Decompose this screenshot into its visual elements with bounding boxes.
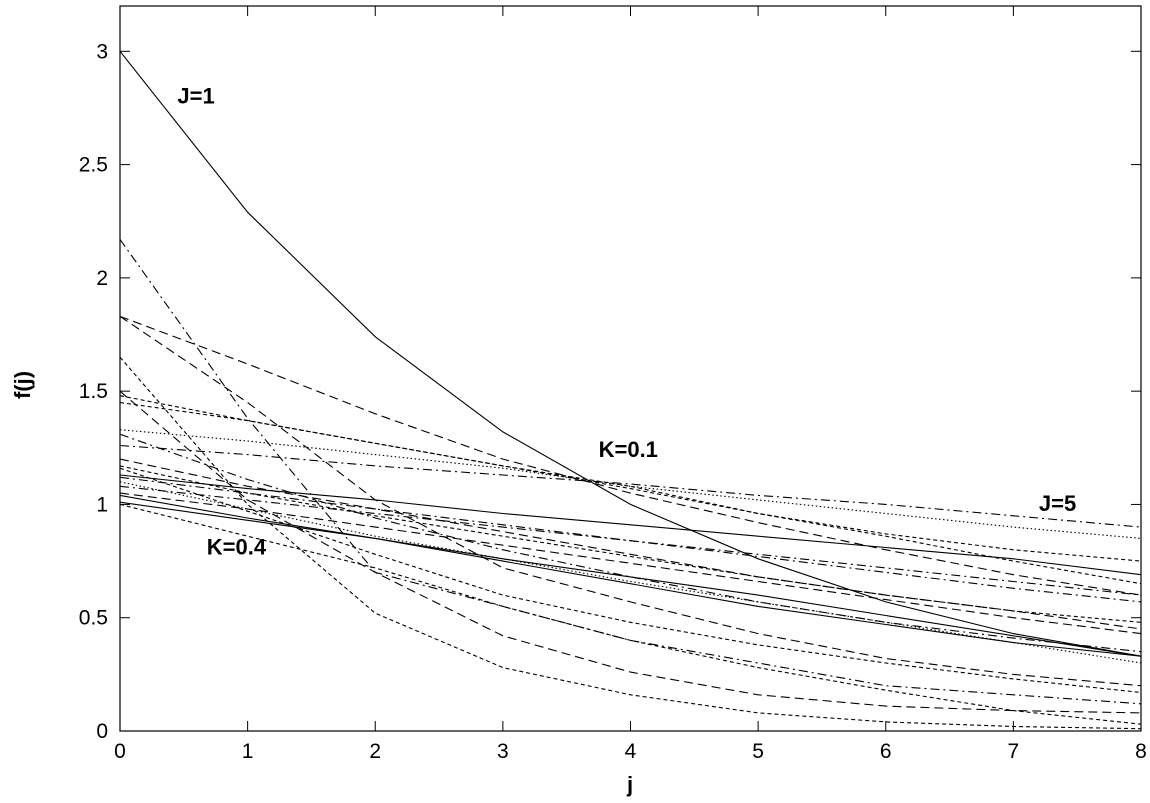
y-tick-label: 0	[96, 720, 108, 743]
series-line-7	[119, 433, 1142, 653]
y-tick-label: 2	[96, 267, 108, 290]
y-tick-label: 1	[96, 493, 108, 516]
plot-frame	[119, 5, 1142, 732]
annotations-layer: J=1 K=0.1 J=5 K=0.4	[177, 83, 1076, 559]
series-line-5	[119, 239, 1142, 705]
x-tick-label: 2	[369, 740, 381, 763]
series-line-13	[119, 458, 1142, 630]
x-tick-label: 3	[497, 740, 509, 763]
x-tick-label: 1	[242, 740, 254, 763]
series-line-9	[119, 485, 1142, 596]
ticks-layer	[119, 6, 1142, 732]
series-line-15	[119, 429, 1142, 539]
annotation-label: K=0.4	[207, 534, 267, 559]
labels-layer: 0 1 2 3 4 5 6 7 8 0 0.5 1 1.5 2 2.5 3	[79, 40, 1147, 763]
series-line-19	[119, 401, 1142, 585]
series-line-12	[119, 390, 1142, 714]
x-tick-label: 0	[114, 740, 126, 763]
series-line-10	[119, 315, 1142, 596]
series-line-17	[119, 356, 1142, 730]
y-tick-label: 2.5	[79, 154, 108, 177]
y-axis-label: f(j)	[10, 371, 35, 399]
annotation-label: J=5	[1039, 491, 1076, 516]
y-tick-label: 1.5	[79, 380, 108, 403]
series-line-11	[119, 315, 1142, 687]
series-line-22	[119, 503, 1142, 725]
series-line-18	[119, 395, 1142, 562]
x-axis-label: j	[626, 772, 633, 797]
series-line-20	[119, 465, 1142, 623]
series-line-4	[119, 501, 1142, 657]
x-tick-label: 4	[625, 740, 637, 763]
x-tick-label: 6	[880, 740, 892, 763]
x-tick-label: 7	[1008, 740, 1020, 763]
series-line-21	[119, 467, 1142, 694]
series-line-14	[119, 492, 1142, 635]
annotation-label: K=0.1	[599, 437, 658, 462]
series-line-16	[119, 481, 1142, 664]
x-tick-label: 8	[1135, 740, 1147, 763]
series-line-3	[119, 494, 1142, 657]
x-tick-label: 5	[752, 740, 764, 763]
y-tick-label: 0.5	[79, 607, 108, 630]
series-layer	[119, 50, 1142, 730]
series-line-1	[119, 50, 1142, 657]
y-tick-label: 3	[96, 40, 108, 63]
annotation-label: J=1	[177, 83, 214, 108]
